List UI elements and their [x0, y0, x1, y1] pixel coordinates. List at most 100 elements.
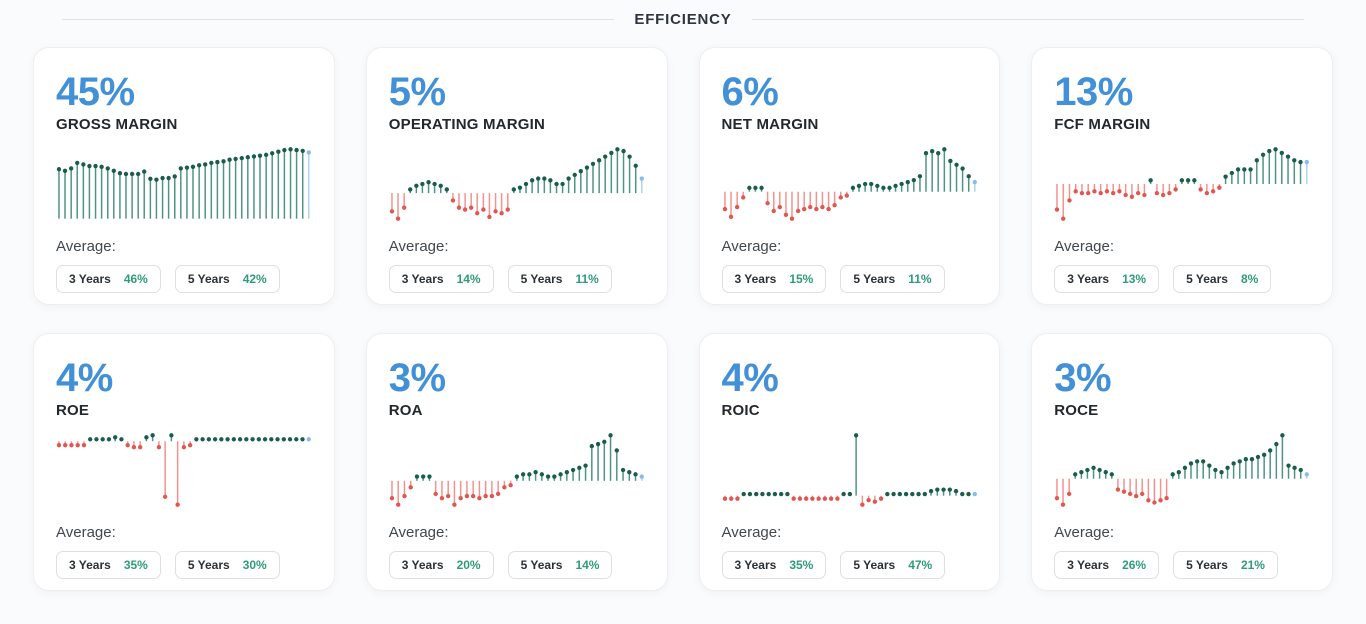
average-5-years-button[interactable]: 5 Years 30%	[174, 550, 280, 579]
metric-label: ROE	[56, 401, 90, 419]
metric-label: OPERATING MARGIN	[388, 115, 546, 133]
metric-value: 45%	[56, 70, 135, 114]
metric-card-operating-margin: 5% OPERATING MARGIN Average: 3 Years 14%…	[365, 47, 668, 305]
pill-value: 8%	[1240, 271, 1259, 286]
sparkline-chart[interactable]	[1054, 144, 1310, 224]
pill-label: 3 Years	[401, 557, 444, 572]
pill-value: 15%	[789, 271, 814, 286]
pill-value: 11%	[575, 271, 599, 286]
metric-value: 4%	[721, 356, 779, 400]
pill-label: 5 Years	[520, 557, 563, 572]
pill-value: 26%	[1122, 557, 1147, 572]
pill-value: 47%	[908, 557, 933, 572]
pill-label: 3 Years	[1067, 271, 1110, 286]
metric-label: FCF MARGIN	[1054, 115, 1151, 133]
metric-label: ROIC	[721, 401, 760, 419]
divider-line-left	[62, 19, 615, 20]
average-5-years-button[interactable]: 5 Years 11%	[840, 264, 945, 293]
average-label: Average:	[1054, 523, 1115, 541]
average-pills: 3 Years 15% 5 Years 11%	[721, 264, 978, 293]
pill-label: 5 Years	[187, 557, 230, 572]
average-3-years-button[interactable]: 3 Years 46%	[56, 264, 161, 293]
metric-card-net-margin: 6% NET MARGIN Average: 3 Years 15% 5 Yea…	[698, 47, 1001, 305]
metrics-grid: 45% GROSS MARGIN Average: 3 Years 46% 5 …	[0, 28, 1366, 591]
sparkline-chart[interactable]	[722, 144, 978, 224]
pill-value: 35%	[123, 557, 148, 572]
average-pills: 3 Years 26% 5 Years 21%	[1054, 550, 1310, 579]
metric-card-roa: 3% ROA Average: 3 Years 20% 5 Years 14%	[365, 333, 668, 591]
section-header: EFFICIENCY	[0, 0, 1366, 28]
average-pills: 3 Years 35% 5 Years 47%	[721, 550, 978, 579]
metric-label: ROA	[388, 401, 423, 419]
section-title: EFFICIENCY	[634, 11, 732, 28]
metric-card-gross-margin: 45% GROSS MARGIN Average: 3 Years 46% 5 …	[33, 47, 335, 305]
pill-label: 3 Years	[69, 557, 111, 572]
average-pills: 3 Years 14% 5 Years 11%	[388, 264, 645, 293]
pill-value: 14%	[575, 557, 600, 572]
average-3-years-button[interactable]: 3 Years 35%	[721, 550, 827, 579]
pill-value: 30%	[242, 557, 267, 572]
pill-label: 5 Years	[853, 271, 896, 286]
average-label: Average:	[721, 237, 782, 255]
pill-label: 5 Years	[520, 271, 563, 286]
metric-value: 6%	[721, 70, 779, 114]
metric-value: 13%	[1054, 70, 1133, 114]
pill-label: 3 Years	[734, 557, 777, 572]
average-label: Average:	[1054, 237, 1115, 255]
average-3-years-button[interactable]: 3 Years 13%	[1054, 264, 1160, 293]
average-pills: 3 Years 46% 5 Years 42%	[56, 264, 312, 293]
average-3-years-button[interactable]: 3 Years 35%	[56, 550, 161, 579]
divider-line-right	[751, 19, 1304, 20]
pill-label: 3 Years	[734, 271, 777, 286]
average-5-years-button[interactable]: 5 Years 47%	[840, 550, 946, 579]
sparkline-chart[interactable]	[389, 430, 645, 510]
average-label: Average:	[56, 237, 116, 255]
average-3-years-button[interactable]: 3 Years 26%	[1054, 550, 1160, 579]
pill-value: 20%	[456, 557, 481, 572]
average-3-years-button[interactable]: 3 Years 20%	[388, 550, 494, 579]
pill-label: 5 Years	[1186, 271, 1228, 286]
pill-value: 42%	[242, 271, 267, 286]
pill-value: 35%	[789, 557, 814, 572]
average-5-years-button[interactable]: 5 Years 11%	[507, 264, 612, 293]
average-5-years-button[interactable]: 5 Years 14%	[507, 550, 613, 579]
metric-card-fcf-margin: 13% FCF MARGIN Average: 3 Years 13% 5 Ye…	[1031, 47, 1333, 305]
metric-card-roce: 3% ROCE Average: 3 Years 26% 5 Years 21%	[1031, 333, 1333, 591]
average-5-years-button[interactable]: 5 Years 42%	[174, 264, 280, 293]
average-label: Average:	[56, 523, 116, 541]
metric-card-roic: 4% ROIC Average: 3 Years 35% 5 Years 47%	[698, 333, 1001, 591]
average-label: Average:	[721, 523, 782, 541]
average-3-years-button[interactable]: 3 Years 14%	[388, 264, 494, 293]
pill-value: 21%	[1240, 557, 1265, 572]
average-label: Average:	[388, 523, 449, 541]
average-pills: 3 Years 13% 5 Years 8%	[1054, 264, 1310, 293]
average-3-years-button[interactable]: 3 Years 15%	[721, 264, 827, 293]
average-5-years-button[interactable]: 5 Years 21%	[1173, 550, 1278, 579]
metric-label: GROSS MARGIN	[56, 115, 178, 133]
sparkline-chart[interactable]	[389, 144, 645, 224]
sparkline-chart[interactable]	[1054, 430, 1310, 510]
metric-value: 5%	[388, 70, 446, 114]
pill-value: 13%	[1122, 271, 1147, 286]
sparkline-chart[interactable]	[56, 430, 312, 510]
pill-label: 5 Years	[853, 557, 896, 572]
metric-card-roe: 4% ROE Average: 3 Years 35% 5 Years 30%	[33, 333, 335, 591]
pill-value: 46%	[123, 271, 148, 286]
sparkline-chart[interactable]	[56, 144, 312, 224]
average-pills: 3 Years 35% 5 Years 30%	[56, 550, 312, 579]
pill-value: 11%	[908, 271, 932, 286]
metric-value: 4%	[56, 356, 113, 400]
pill-value: 14%	[456, 271, 481, 286]
pill-label: 5 Years	[1186, 557, 1228, 572]
pill-label: 3 Years	[69, 271, 111, 286]
pill-label: 3 Years	[401, 271, 444, 286]
average-label: Average:	[388, 237, 449, 255]
metric-label: ROCE	[1054, 401, 1099, 419]
pill-label: 5 Years	[187, 271, 230, 286]
average-pills: 3 Years 20% 5 Years 14%	[388, 550, 645, 579]
pill-label: 3 Years	[1067, 557, 1110, 572]
metric-value: 3%	[1054, 356, 1112, 400]
metric-value: 3%	[388, 356, 446, 400]
sparkline-chart[interactable]	[722, 430, 978, 510]
average-5-years-button[interactable]: 5 Years 8%	[1173, 264, 1272, 293]
